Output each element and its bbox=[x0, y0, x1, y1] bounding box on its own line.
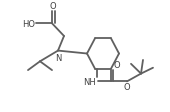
Text: O: O bbox=[50, 2, 56, 11]
Text: HO: HO bbox=[22, 20, 35, 29]
Text: O: O bbox=[124, 83, 130, 92]
Text: NH: NH bbox=[83, 77, 96, 86]
Text: O: O bbox=[114, 60, 121, 69]
Text: N: N bbox=[55, 53, 61, 62]
